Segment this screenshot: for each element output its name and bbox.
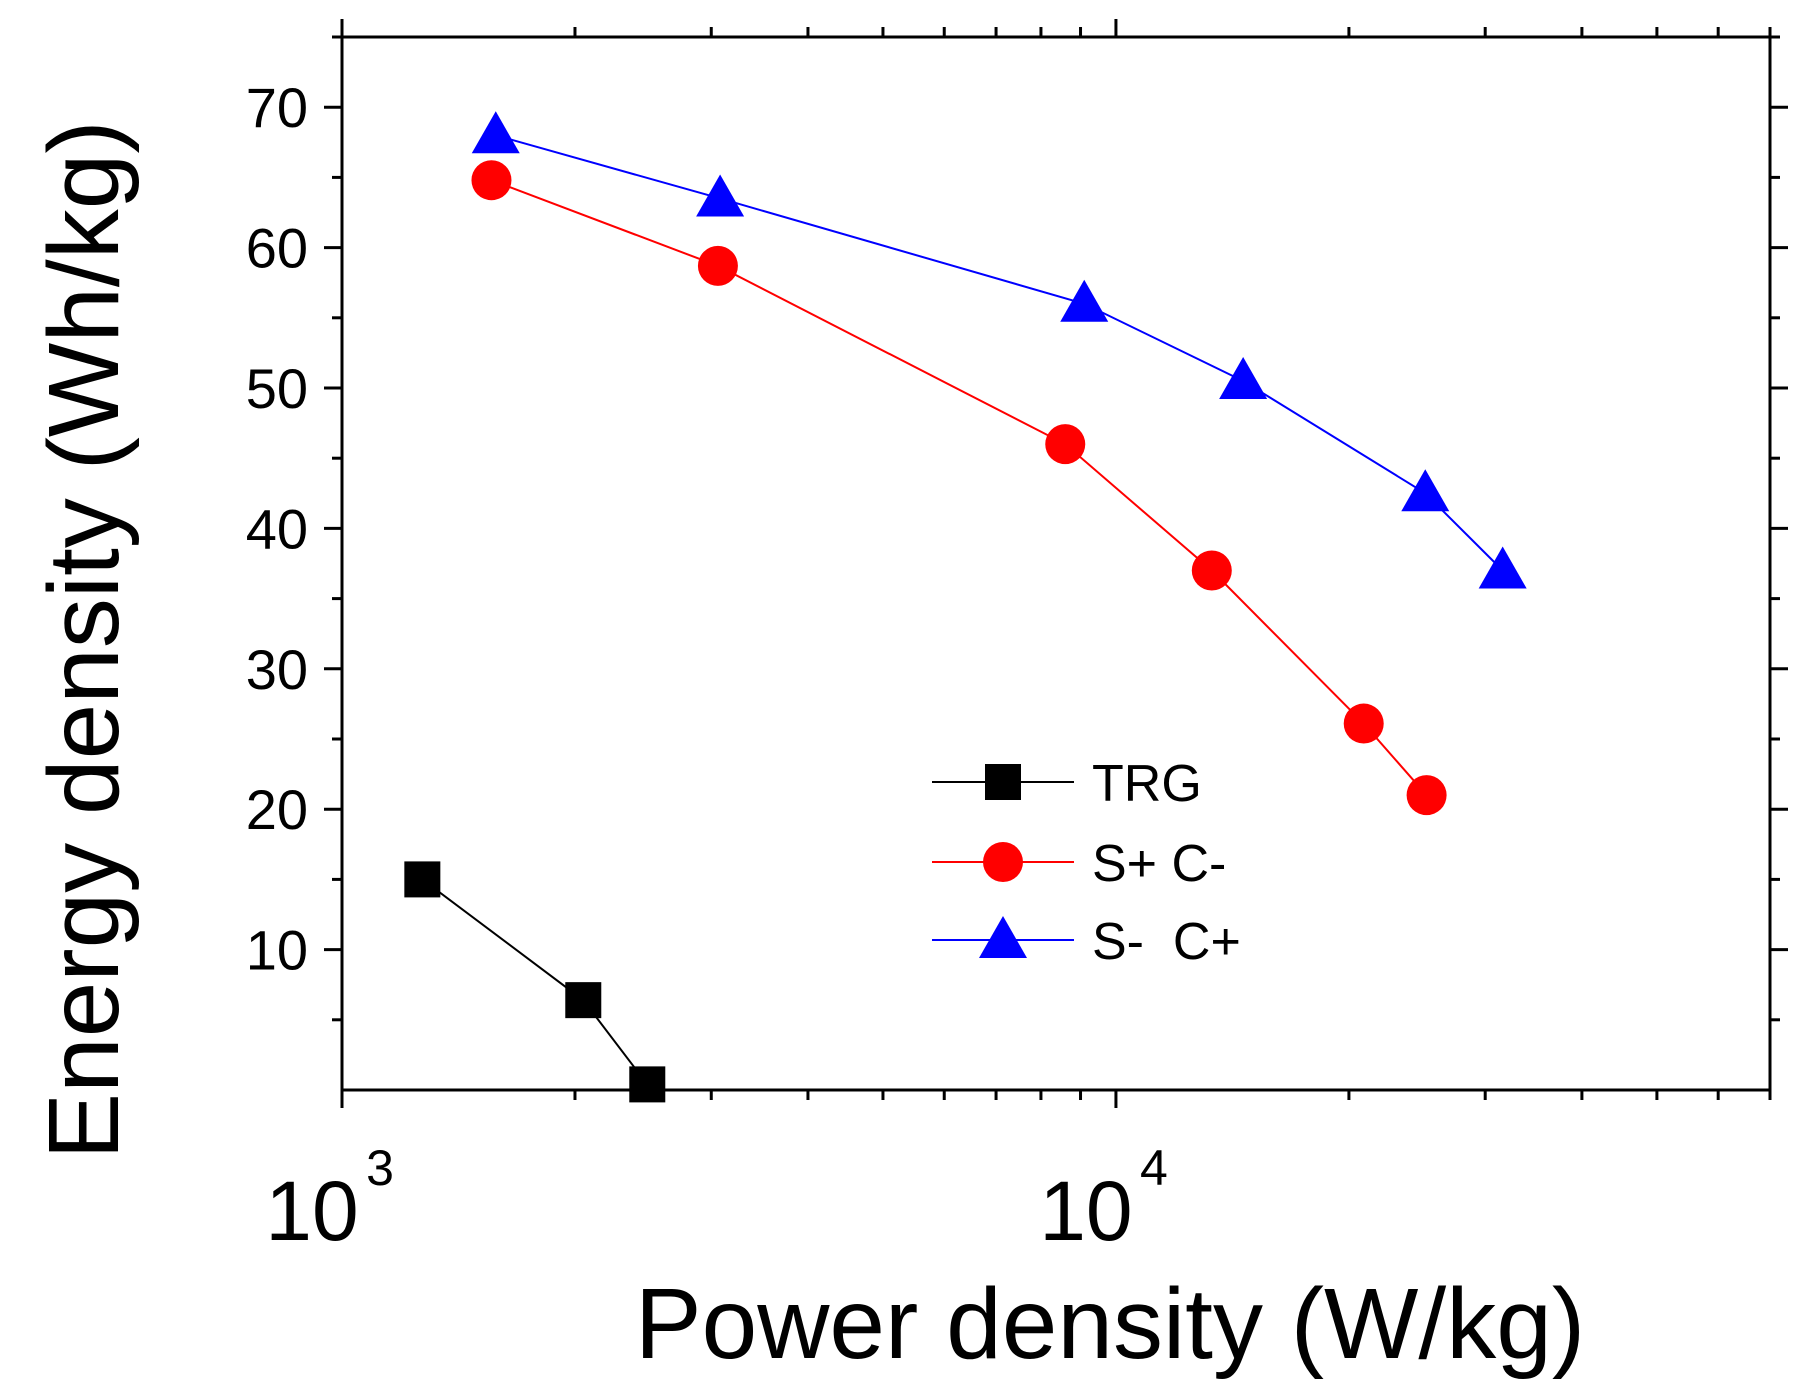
series-layer [404, 111, 1527, 1103]
x-tick-exponent: 4 [1140, 1140, 1168, 1196]
legend-label: S+ C- [1092, 835, 1226, 893]
data-point [1219, 356, 1268, 399]
y-tick-label: 60 [246, 217, 308, 280]
legend-marker [985, 764, 1021, 800]
legend-item: S- C+ [932, 913, 1241, 971]
x-tick-label: 10 [1039, 1164, 1132, 1258]
legend-item: TRG [932, 755, 1202, 813]
data-point [1060, 279, 1109, 322]
y-tick-label: 70 [246, 76, 308, 139]
y-tick-label: 10 [246, 919, 308, 982]
data-point [471, 160, 512, 201]
legend-item: S+ C- [932, 835, 1226, 893]
data-point [697, 245, 738, 286]
data-point [471, 111, 520, 154]
data-point [696, 174, 745, 217]
legend-label: TRG [1092, 755, 1202, 813]
plot-frame [340, 35, 1772, 1092]
data-point [1343, 703, 1384, 744]
x-tick-label: 10 [265, 1164, 358, 1258]
legend-marker [979, 916, 1027, 958]
x-tick-exponent: 3 [366, 1140, 394, 1196]
legend-marker [983, 842, 1023, 882]
data-point [629, 1066, 666, 1103]
legend-label: S- C+ [1092, 913, 1241, 971]
y-axis-title: Energy density (Wh/kg) [28, 120, 140, 1159]
y-tick-label: 50 [246, 357, 308, 420]
legend: TRG S+ C- S- C+ [932, 755, 1241, 971]
series-square [404, 861, 666, 1103]
y-tick-label: 40 [246, 497, 308, 560]
data-point [1478, 546, 1527, 589]
data-point [1045, 424, 1086, 465]
series-triangle [471, 111, 1527, 589]
data-point [1191, 550, 1232, 591]
data-point [1401, 469, 1450, 512]
x-axis-title: Power density (W/kg) [635, 1268, 1585, 1380]
y-tick-label: 30 [246, 638, 308, 701]
data-point [1406, 775, 1447, 816]
series-line [421, 878, 649, 1085]
y-tick-label: 20 [246, 778, 308, 841]
axis-ticks [324, 19, 1788, 1108]
data-point [404, 861, 441, 898]
series-circle [471, 160, 1447, 816]
series-line [495, 134, 1504, 572]
data-point [565, 982, 602, 1019]
series-line [491, 179, 1428, 796]
